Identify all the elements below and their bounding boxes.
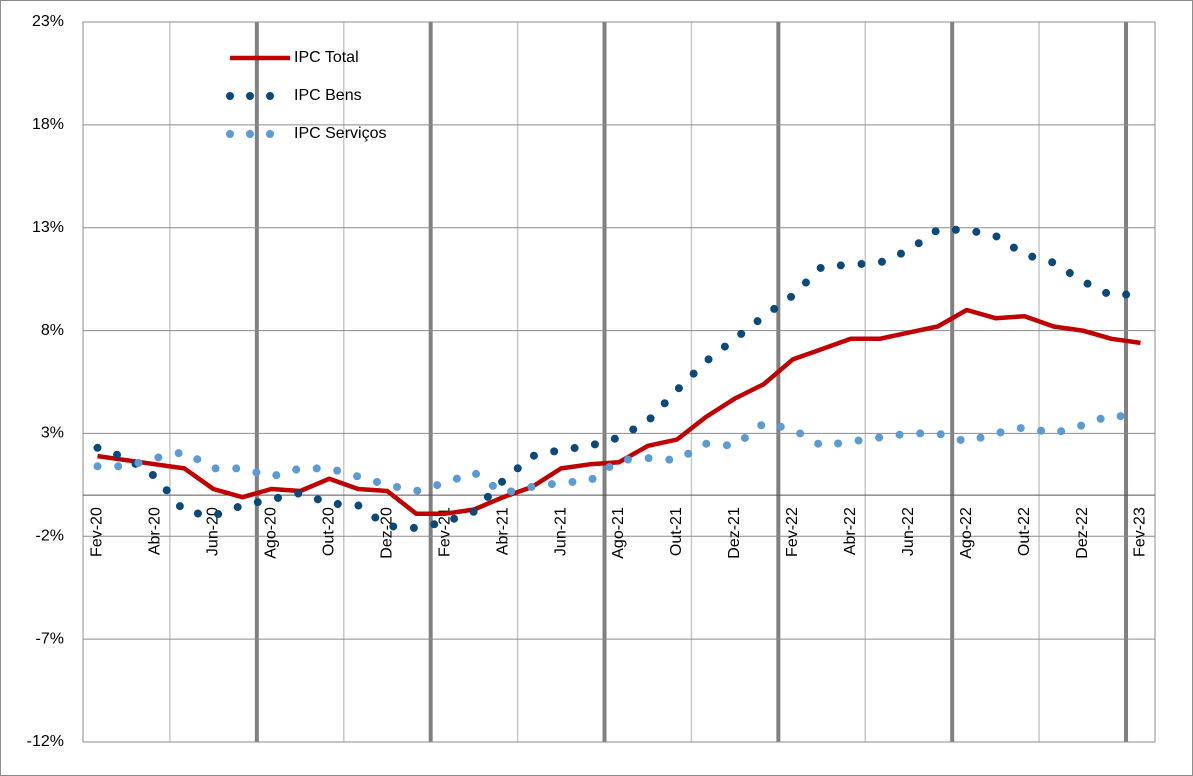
- x-tick-label: Ago-20: [263, 507, 280, 559]
- x-tick-label: Jun-20: [205, 507, 222, 556]
- x-tick-label: Fev-23: [1132, 507, 1149, 557]
- legend-label: IPC Serviços: [294, 125, 386, 142]
- y-tick-label: -12%: [27, 733, 64, 750]
- x-tick-label: Abr-20: [147, 507, 164, 555]
- y-tick-label: 3%: [41, 425, 64, 442]
- x-tick-label: Dez-20: [378, 507, 395, 559]
- x-tick-label: Ago-21: [610, 507, 627, 559]
- x-tick-label: Abr-22: [842, 507, 859, 555]
- x-tick-label: Out-22: [1016, 507, 1033, 556]
- x-tick-label: Out-21: [668, 507, 685, 556]
- y-tick-label: 23%: [32, 13, 64, 30]
- y-tick-label: -7%: [36, 630, 64, 647]
- x-tick-label: Ago-22: [958, 507, 975, 559]
- x-tick-label: Fev-21: [436, 507, 453, 557]
- x-tick-label: Out-20: [320, 507, 337, 556]
- legend-label: IPC Total: [294, 49, 359, 66]
- x-tick-label: Abr-21: [494, 507, 511, 555]
- y-tick-label: 18%: [32, 116, 64, 133]
- x-tick-label: Jun-22: [900, 507, 917, 556]
- x-tick-label: Dez-22: [1074, 507, 1091, 559]
- x-tick-label: Fev-20: [89, 507, 106, 557]
- x-tick-label: Fev-22: [784, 507, 801, 557]
- y-tick-label: 13%: [32, 219, 64, 236]
- plot-frame: [82, 21, 1156, 743]
- x-tick-label: Jun-21: [552, 507, 569, 556]
- y-tick-label: -2%: [36, 528, 64, 545]
- legend-label: IPC Bens: [294, 87, 362, 104]
- y-tick-label: 8%: [41, 322, 64, 339]
- x-tick-label: Dez-21: [726, 507, 743, 559]
- series-line: [97, 307, 1141, 516]
